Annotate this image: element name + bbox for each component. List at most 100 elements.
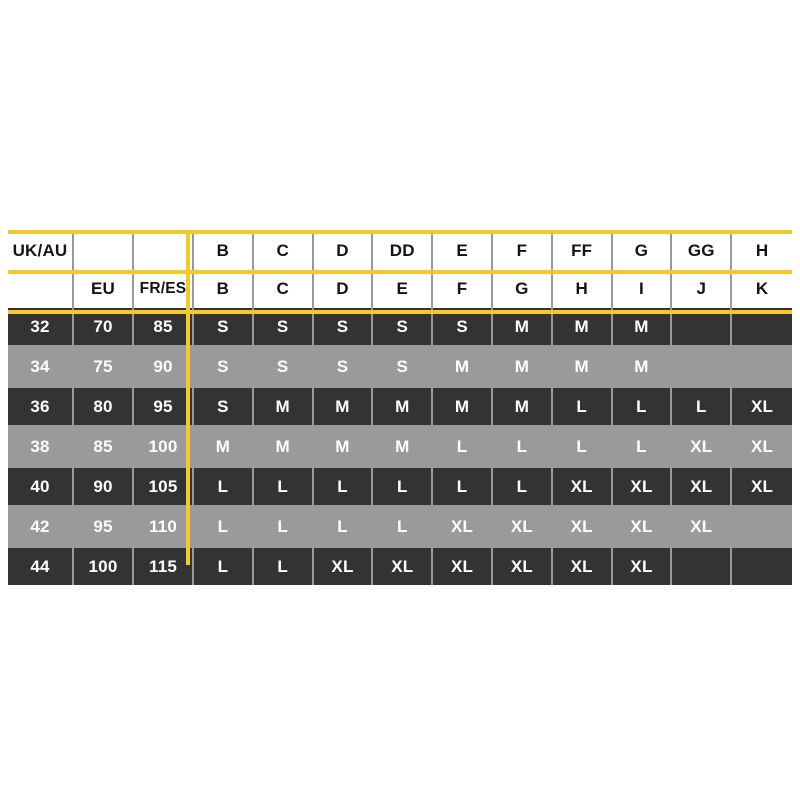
cell-size: M xyxy=(373,388,434,425)
cell-size: S xyxy=(373,348,434,385)
cell-size: S xyxy=(373,308,434,345)
header-bottom-cup-3: D xyxy=(313,270,374,308)
cell-size: M xyxy=(492,388,553,425)
cell-uk-au: 36 xyxy=(8,388,74,425)
header-bottom-cup-10: K xyxy=(732,270,792,308)
header-top-cup-7: FF xyxy=(552,232,613,270)
table-row: 40 90 105 L L L L L L XL XL XL XL xyxy=(8,468,792,505)
header-top-cup-3: D xyxy=(313,232,374,270)
header-bottom-cup-1: B xyxy=(194,270,254,308)
table-header-row-bottom: EU FR/ES B C D E F G H I J K xyxy=(8,270,792,308)
cell-size: S xyxy=(194,388,254,425)
cell-size: L xyxy=(253,468,314,505)
cell-size: L xyxy=(492,468,553,505)
header-bottom-blank-uk xyxy=(8,270,74,308)
cell-size: M xyxy=(433,348,493,385)
cell-size: L xyxy=(552,388,613,425)
cell-size: XL xyxy=(732,468,792,505)
header-bottom-cup-2: C xyxy=(253,270,314,308)
cell-size: XL xyxy=(552,548,613,585)
row-divider xyxy=(8,425,792,428)
header-uk-au: UK/AU xyxy=(8,232,74,270)
cell-size xyxy=(672,348,733,385)
cell-size: L xyxy=(313,468,374,505)
cell-uk-au: 44 xyxy=(8,548,74,585)
header-fr-es: FR/ES xyxy=(134,270,194,308)
header-bottom-cup-7: H xyxy=(552,270,613,308)
cell-fr-es: 105 xyxy=(134,468,194,505)
cell-uk-au: 32 xyxy=(8,308,74,345)
header-top-cup-8: G xyxy=(612,232,673,270)
table-row: 32 70 85 S S S S S M M M xyxy=(8,308,792,345)
cell-uk-au: 38 xyxy=(8,428,74,465)
cell-size: L xyxy=(433,468,493,505)
header-bottom-cup-4: E xyxy=(373,270,434,308)
cell-size: L xyxy=(313,508,374,545)
cell-size: M xyxy=(612,348,673,385)
cell-uk-au: 42 xyxy=(8,508,74,545)
table-row: 34 75 90 S S S S M M M M xyxy=(8,348,792,385)
cell-size xyxy=(672,308,733,345)
cell-size xyxy=(732,508,792,545)
cell-size: XL xyxy=(732,428,792,465)
cell-eu: 80 xyxy=(74,388,134,425)
table-header-row-top: UK/AU B C D DD E F FF G GG H xyxy=(8,232,792,270)
header-top-cup-9: GG xyxy=(672,232,733,270)
row-divider xyxy=(8,385,792,388)
header-eu: EU xyxy=(74,270,134,308)
cell-size: S xyxy=(313,308,374,345)
cell-size: L xyxy=(194,508,254,545)
cell-size: XL xyxy=(732,388,792,425)
cell-size: M xyxy=(194,428,254,465)
cell-fr-es: 115 xyxy=(134,548,194,585)
cell-size: L xyxy=(433,428,493,465)
cell-size: L xyxy=(492,428,553,465)
header-top-cup-5: E xyxy=(433,232,493,270)
size-conversion-table: UK/AU B C D DD E F FF G GG H EU FR/ES B … xyxy=(8,232,792,585)
cell-size: M xyxy=(552,348,613,385)
cell-size: L xyxy=(612,388,673,425)
cell-size: S xyxy=(433,308,493,345)
cell-size: XL xyxy=(672,468,733,505)
table-row: 36 80 95 S M M M M M L L L XL xyxy=(8,388,792,425)
cell-eu: 95 xyxy=(74,508,134,545)
header-top-cup-6: F xyxy=(492,232,553,270)
cell-size: M xyxy=(253,388,314,425)
cell-size: S xyxy=(253,308,314,345)
cell-fr-es: 95 xyxy=(134,388,194,425)
header-bottom-cup-6: G xyxy=(492,270,553,308)
cell-size: L xyxy=(552,428,613,465)
cell-size: XL xyxy=(672,508,733,545)
cell-size: S xyxy=(253,348,314,385)
cell-eu: 100 xyxy=(74,548,134,585)
cell-size: L xyxy=(612,428,673,465)
cell-size: XL xyxy=(552,468,613,505)
cell-fr-es: 100 xyxy=(134,428,194,465)
header-top-cup-2: C xyxy=(253,232,314,270)
cell-size: L xyxy=(373,468,434,505)
cell-size: XL xyxy=(492,548,553,585)
cell-size: M xyxy=(253,428,314,465)
cell-size: XL xyxy=(552,508,613,545)
table-row: 42 95 110 L L L L XL XL XL XL XL xyxy=(8,508,792,545)
table-row: 44 100 115 L L XL XL XL XL XL XL xyxy=(8,548,792,585)
cell-size: L xyxy=(373,508,434,545)
cell-fr-es: 90 xyxy=(134,348,194,385)
cell-size xyxy=(732,548,792,585)
cell-size: M xyxy=(433,388,493,425)
header-bottom-cup-9: J xyxy=(672,270,733,308)
row-divider xyxy=(8,465,792,468)
header-top-blank-eu xyxy=(74,232,134,270)
cell-size xyxy=(732,348,792,385)
cell-size: M xyxy=(373,428,434,465)
cell-size: L xyxy=(194,468,254,505)
header-top-cup-10: H xyxy=(732,232,792,270)
table-row: 38 85 100 M M M M L L L L XL XL xyxy=(8,428,792,465)
row-divider xyxy=(8,505,792,508)
row-divider xyxy=(8,545,792,548)
cell-size: M xyxy=(492,348,553,385)
cell-size xyxy=(732,308,792,345)
cell-size: L xyxy=(253,508,314,545)
row-divider xyxy=(8,345,792,348)
